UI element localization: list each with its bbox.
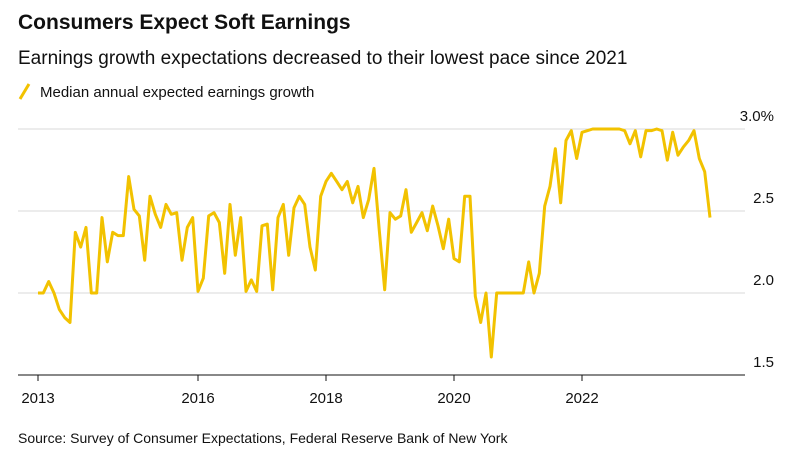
y-tick-label: 3.0% — [740, 108, 774, 125]
source: Source: Survey of Consumer Expectations,… — [18, 430, 508, 446]
legend-swatch — [18, 83, 31, 100]
y-tick-label: 2.5 — [753, 190, 774, 207]
x-tick-label: 2016 — [181, 390, 214, 407]
x-tick-label: 2018 — [309, 390, 342, 407]
y-tick-label: 1.5 — [753, 354, 774, 371]
legend-label: Median annual expected earnings growth — [40, 84, 314, 101]
data-line — [38, 127, 712, 359]
y-tick-label: 2.0 — [753, 272, 774, 289]
x-tick-label: 2020 — [437, 390, 470, 407]
chart-subtitle: Earnings growth expectations decreased t… — [18, 48, 627, 69]
chart-title: Consumers Expect Soft Earnings — [18, 11, 351, 34]
x-tick-label: 2022 — [565, 390, 598, 407]
x-tick-label: 2013 — [21, 390, 54, 407]
